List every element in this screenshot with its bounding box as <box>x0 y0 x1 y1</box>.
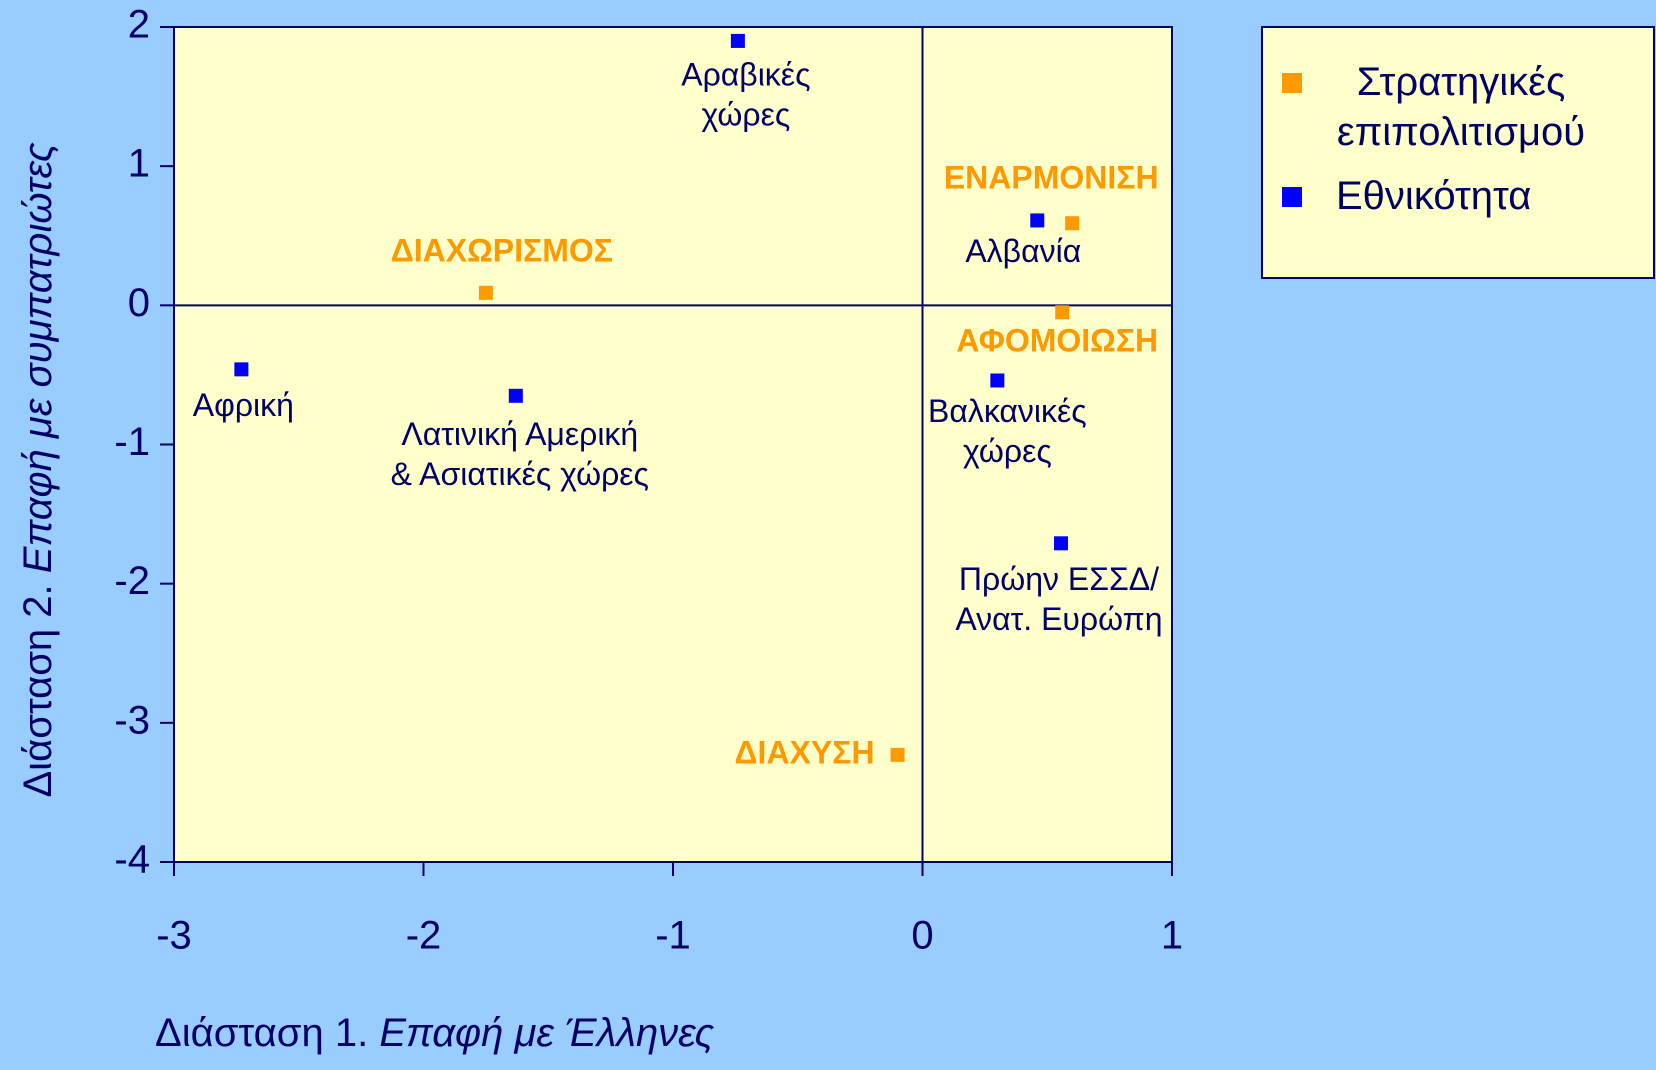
y-title-plain: Διάσταση 2. <box>16 584 60 797</box>
y-title-italic: Επαφή με συμπατριώτες <box>16 142 60 573</box>
legend-box <box>1261 26 1655 279</box>
y-axis-title: Διάσταση 2. Επαφή με συμπατριώτες <box>16 142 60 798</box>
point <box>1065 216 1080 231</box>
x-tick-label: 1 <box>1161 914 1183 958</box>
legend-label: Στρατηγικές επιπολιτισμού <box>1336 60 1586 154</box>
legend-label: Εθνικότητα <box>1336 174 1532 218</box>
x-title-plain: Διάσταση 1. <box>155 1011 368 1055</box>
y-tick-label: 2 <box>128 3 150 47</box>
point <box>508 388 523 403</box>
legend-item: Εθνικότητα <box>1282 171 1654 221</box>
point-label: ΕΝΑΡΜΟΝΙΣΗ <box>944 160 1159 196</box>
y-tick-label: 0 <box>128 281 150 325</box>
point-label: Βαλκανικές <box>928 393 1087 429</box>
point <box>234 362 249 377</box>
point <box>1055 305 1070 320</box>
point-label: χώρες <box>963 433 1052 469</box>
point-label: Αραβικές <box>681 56 810 92</box>
point-label: χώρες <box>701 96 790 132</box>
point-label: ΑΦΟΜΟΙΩΣΗ <box>956 323 1158 359</box>
point <box>730 33 745 48</box>
x-axis-title: Διάσταση 1. Επαφή με Έλληνες <box>155 1011 715 1055</box>
point <box>478 285 493 300</box>
x-tick-label: -2 <box>406 914 442 958</box>
x-tick-label: 0 <box>911 914 933 958</box>
x-tick-label: -1 <box>655 914 691 958</box>
x-tick-label: -3 <box>156 914 192 958</box>
point <box>1030 213 1045 228</box>
x-title-italic: Επαφή με Έλληνες <box>379 1011 714 1055</box>
point-label: Λατινική Αμερική <box>401 416 638 452</box>
plot-area <box>173 26 1173 863</box>
point-label: ΔΙΑΧΥΣΗ <box>735 734 875 770</box>
y-tick-label: -4 <box>114 838 150 882</box>
point <box>1053 536 1068 551</box>
point-label: Αφρική <box>193 387 294 423</box>
point-label: Αλβανία <box>965 233 1081 269</box>
point-label: Πρώην ΕΣΣΔ/ <box>959 561 1159 597</box>
legend-swatch <box>1282 187 1302 207</box>
y-tick-label: -1 <box>114 420 150 464</box>
point <box>990 373 1005 388</box>
point-label: & Ασιατικές χώρες <box>391 456 649 492</box>
point-label: Ανατ. Ευρώπη <box>955 601 1162 637</box>
legend: Στρατηγικές επιπολιτισμού Εθνικότητα <box>1262 27 1654 264</box>
y-tick-label: -2 <box>114 559 150 603</box>
point <box>890 747 905 762</box>
legend-swatch <box>1282 73 1302 93</box>
point-label: ΔΙΑΧΩΡΙΣΜΟΣ <box>391 232 613 268</box>
legend-item: Στρατηγικές επιπολιτισμού <box>1282 57 1654 157</box>
y-tick-label: -3 <box>114 698 150 742</box>
y-tick-label: 1 <box>128 142 150 186</box>
